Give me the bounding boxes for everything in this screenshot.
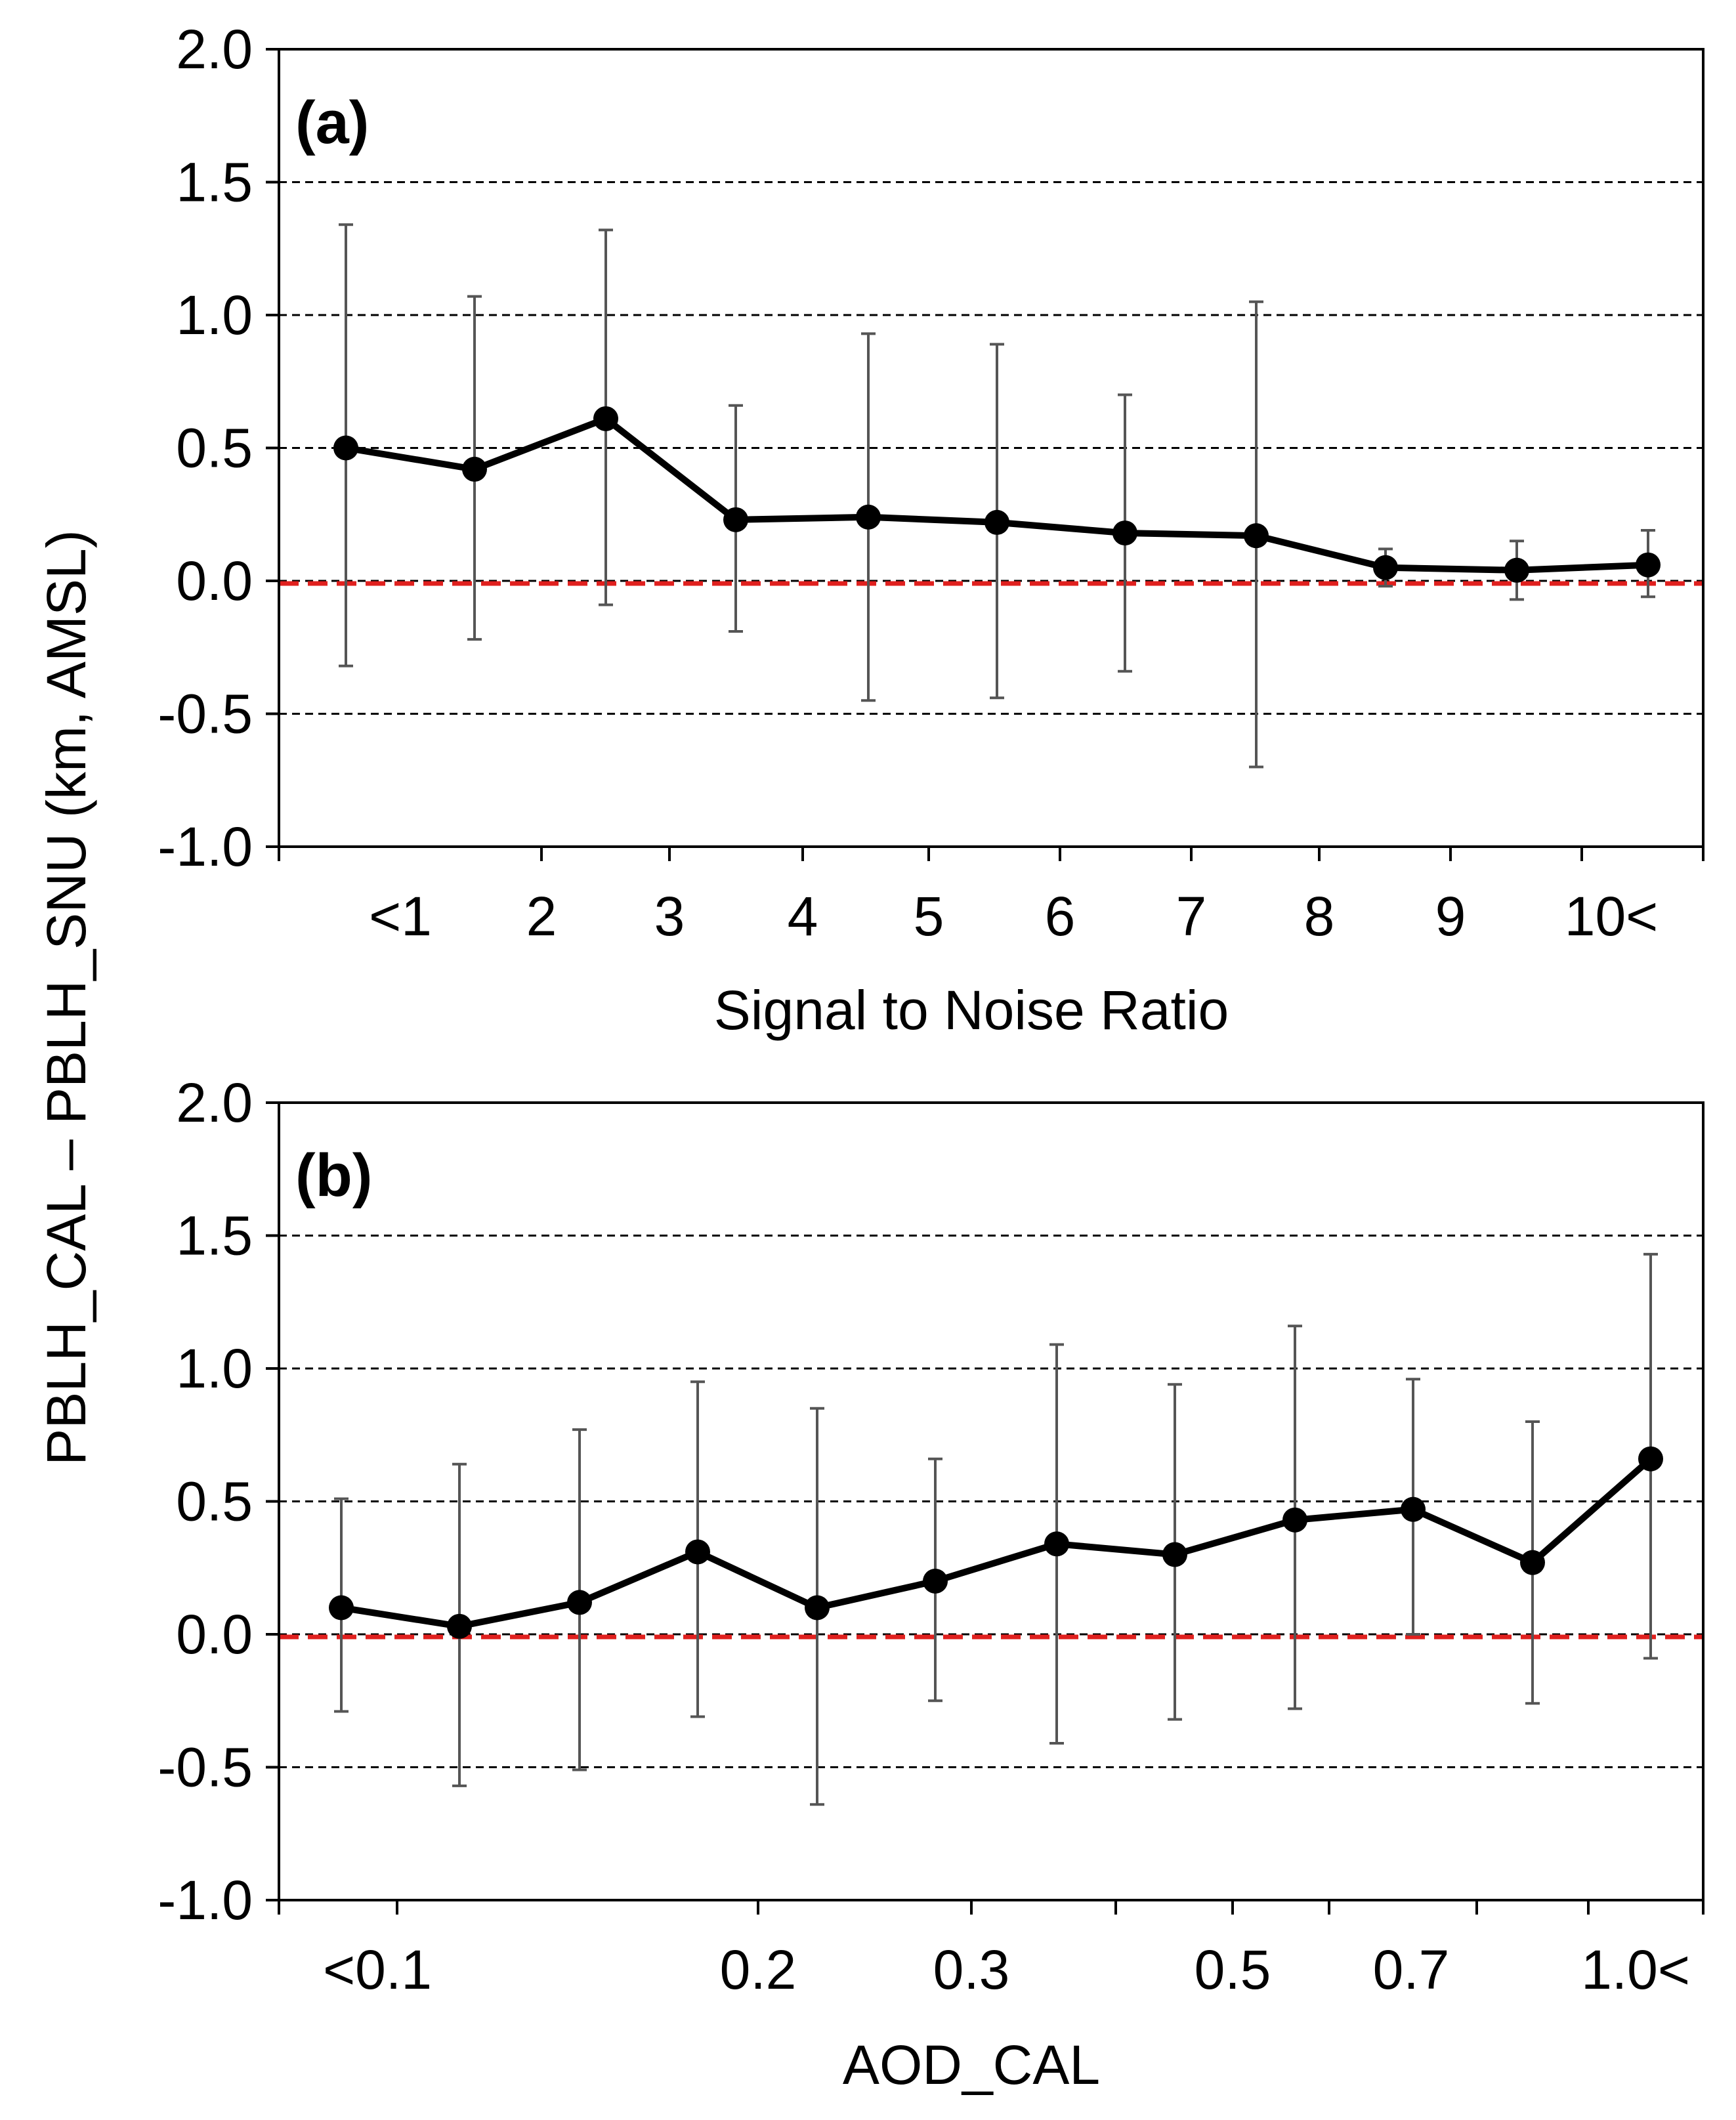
- panel-b-y-ticks: 2.0 1.5 1.0 0.5 0.0 -0.5 -1.0: [158, 1072, 279, 1931]
- panel-b-data-point: [1282, 1507, 1307, 1533]
- panel-a-x-axis-title: Signal to Noise Ratio: [714, 979, 1229, 1041]
- panel-a-y-tick-label: 1.0: [176, 284, 253, 346]
- panel-b-series-line: [341, 1456, 1653, 1630]
- panel-b-data-point: [447, 1613, 472, 1639]
- panel-b-y-tick-label: 1.0: [176, 1338, 253, 1399]
- panel-a-y-tick-label: -1.0: [158, 816, 253, 878]
- panel-a-data-point: [333, 435, 358, 461]
- panel-b-y-tick-label: 0.0: [176, 1603, 253, 1665]
- panel-a-x-tick-label: 2: [526, 885, 557, 947]
- panel-b-y-tick-label: 2.0: [176, 1072, 253, 1134]
- panel-b-x-tick-label: 0.7: [1373, 1939, 1450, 2001]
- panel-b-x-axis-title: AOD_CAL: [843, 2034, 1100, 2096]
- panel-b-data-point: [329, 1595, 354, 1621]
- panel-b-points: [329, 1446, 1663, 1639]
- panel-b-data-point: [1638, 1446, 1663, 1472]
- panel-a-x-tick-label: 5: [914, 885, 944, 947]
- panel-b-x-ticks: <0.1 0.2 0.3 0.5 0.7 1.0<: [278, 1900, 1704, 2001]
- panel-b-data-point: [1162, 1542, 1187, 1567]
- panel-b-data-point: [567, 1590, 592, 1615]
- panel-a-gridlines: [279, 181, 1703, 715]
- panel-a-y-tick-label: 0.5: [176, 417, 253, 479]
- panel-b-label: (b): [295, 1142, 372, 1209]
- panel-a-data-point: [984, 509, 1009, 535]
- panel-b-data-point: [923, 1569, 948, 1594]
- panel-a-x-ticks: <1 2 3 4 5 6 7 8 9 10<: [278, 847, 1704, 947]
- panel-b-data-point: [685, 1539, 710, 1565]
- panel-b-x-tick-label: 1.0<: [1581, 1939, 1690, 2001]
- panel-a-y-tick-label: 1.5: [176, 152, 253, 213]
- panel-a-y-tick-label: 2.0: [176, 18, 253, 80]
- y-axis-title: PBLH_CAL – PBLH_SNU (km, AMSL): [35, 530, 97, 1465]
- panel-a-x-tick-label: 3: [654, 885, 685, 947]
- panel-a-x-tick-label: 9: [1435, 885, 1466, 947]
- panel-b-chart: 2.0 1.5 1.0 0.5 0.0 -0.5 -1.0 <0.1 0.2 0.3 0.5 0.7…: [158, 1072, 1704, 2096]
- panel-a-data-point: [1244, 523, 1269, 549]
- panel-a-error-bars: [339, 223, 1655, 769]
- panel-b-y-tick-label: 0.5: [176, 1471, 253, 1533]
- panel-a-data-point: [1373, 555, 1398, 580]
- panel-a-data-point: [723, 507, 748, 532]
- panel-a-data-point: [1504, 557, 1529, 583]
- panel-b-y-tick-label: 1.5: [176, 1205, 253, 1267]
- panel-b-x-tick-label: <0.1: [323, 1939, 432, 2001]
- panel-a-chart: 2.0 1.5 1.0 0.5 0.0 -0.5 -1.0 <1 2 3 4 5 6 7 8 9 10< (a…: [158, 18, 1704, 1041]
- panel-a-y-tick-label: 0.0: [176, 550, 253, 612]
- panel-a-data-point: [1112, 520, 1137, 546]
- panel-a-x-tick-label: 4: [788, 885, 818, 947]
- panel-b-gridlines: [279, 1235, 1703, 1768]
- panel-a-x-tick-label: 6: [1045, 885, 1076, 947]
- panel-a-data-point: [593, 406, 618, 431]
- panel-a-y-tick-label: -0.5: [158, 683, 253, 745]
- panel-a-points: [333, 406, 1661, 583]
- panel-a-data-point: [462, 456, 487, 482]
- panel-b-x-tick-label: 0.5: [1195, 1939, 1271, 2001]
- panel-b-y-tick-label: -0.5: [158, 1737, 253, 1798]
- panel-b-x-tick-label: 0.2: [720, 1939, 797, 2001]
- panel-b-data-point: [805, 1595, 830, 1621]
- panel-a-x-tick-label: 8: [1304, 885, 1335, 947]
- panel-a-x-tick-label: 10<: [1565, 885, 1659, 947]
- panel-b-data-point: [1044, 1531, 1069, 1557]
- panel-a-data-point: [1636, 552, 1661, 578]
- panel-a-label: (a): [295, 89, 369, 156]
- panel-b-data-point: [1520, 1550, 1545, 1575]
- panel-a-x-tick-label: <1: [369, 885, 432, 947]
- panel-b-y-tick-label: -1.0: [158, 1869, 253, 1931]
- panel-a-y-ticks: 2.0 1.5 1.0 0.5 0.0 -0.5 -1.0: [158, 18, 279, 878]
- panel-a-data-point: [856, 504, 881, 530]
- panel-a-x-tick-label: 7: [1176, 885, 1207, 947]
- panel-b-data-point: [1401, 1496, 1426, 1522]
- panel-b-x-tick-label: 0.3: [933, 1939, 1010, 2001]
- panel-b-series-path: [341, 1456, 1653, 1630]
